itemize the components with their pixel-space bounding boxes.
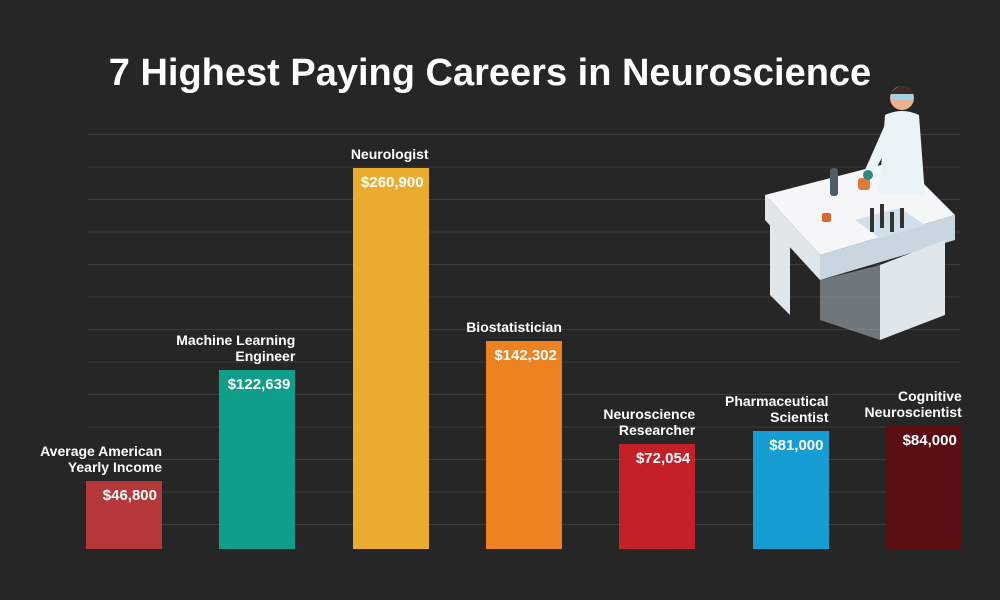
bar: $46,800 [86,480,162,549]
bar: $260,900 [352,168,429,549]
category-label: Neuroscience Researcher [603,405,696,438]
bar: $142,302 [485,341,562,549]
bar: $122,639 [219,369,296,549]
value-label: $81,000 [769,436,824,454]
chart-title: 7 Highest Paying Careers in Neuroscience [108,52,872,94]
value-label: $72,054 [635,449,691,467]
category-label: Biostatistician [466,319,562,336]
value-label: $46,800 [102,486,157,504]
bar: $84,000 [885,426,962,549]
scientist-illustration [765,86,955,340]
value-label: $260,900 [361,174,424,191]
bar: $72,054 [619,443,696,549]
category-label: Machine Learning Engineer [176,331,296,364]
category-label: Pharmaceutical Scientist [725,392,829,425]
value-label: $142,302 [494,347,557,365]
value-label: $122,639 [227,375,291,393]
bar: $81,000 [752,430,829,549]
value-label: $84,000 [902,432,957,450]
category-label: Neurologist [350,146,429,162]
category-label: Cognitive Neuroscientist [864,388,962,421]
category-label: Average American Yearly Income [40,442,162,475]
